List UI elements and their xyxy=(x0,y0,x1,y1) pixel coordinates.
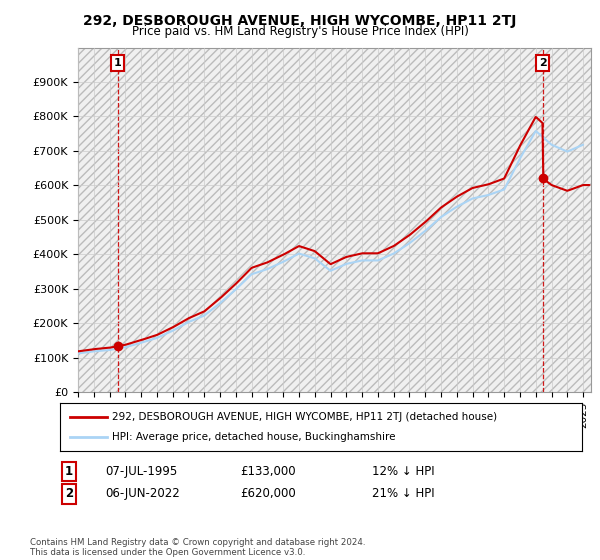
Text: 292, DESBOROUGH AVENUE, HIGH WYCOMBE, HP11 2TJ: 292, DESBOROUGH AVENUE, HIGH WYCOMBE, HP… xyxy=(83,14,517,28)
Text: 12% ↓ HPI: 12% ↓ HPI xyxy=(372,465,434,478)
Text: Price paid vs. HM Land Registry's House Price Index (HPI): Price paid vs. HM Land Registry's House … xyxy=(131,25,469,38)
Text: 1: 1 xyxy=(114,58,122,68)
Text: HPI: Average price, detached house, Buckinghamshire: HPI: Average price, detached house, Buck… xyxy=(112,432,396,442)
Text: 2: 2 xyxy=(539,58,547,68)
Text: 06-JUN-2022: 06-JUN-2022 xyxy=(105,487,180,501)
Text: Contains HM Land Registry data © Crown copyright and database right 2024.
This d: Contains HM Land Registry data © Crown c… xyxy=(30,538,365,557)
Text: £620,000: £620,000 xyxy=(240,487,296,501)
Text: £133,000: £133,000 xyxy=(240,465,296,478)
Text: 1: 1 xyxy=(65,465,73,478)
Text: 07-JUL-1995: 07-JUL-1995 xyxy=(105,465,177,478)
Text: 2: 2 xyxy=(65,487,73,501)
Text: 21% ↓ HPI: 21% ↓ HPI xyxy=(372,487,434,501)
Text: 292, DESBOROUGH AVENUE, HIGH WYCOMBE, HP11 2TJ (detached house): 292, DESBOROUGH AVENUE, HIGH WYCOMBE, HP… xyxy=(112,412,497,422)
